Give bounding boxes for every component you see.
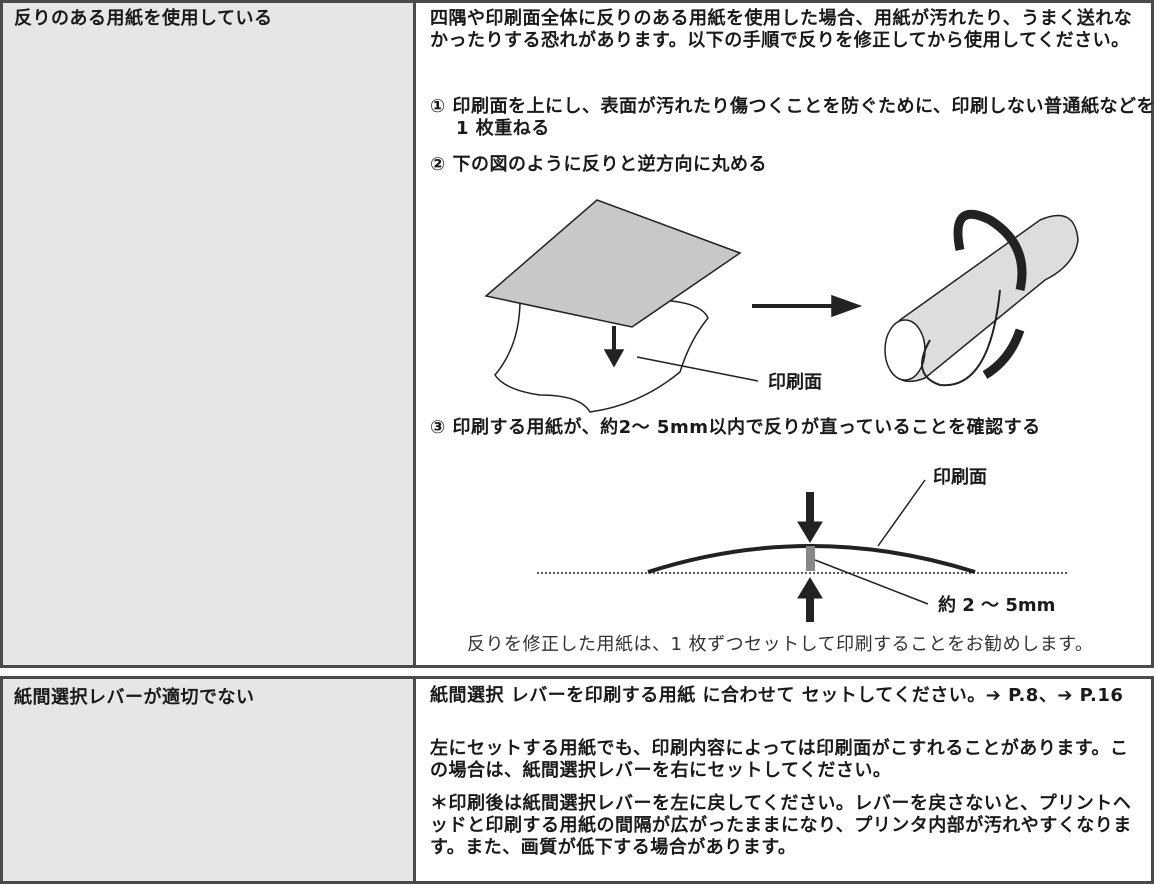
issue-cell [0,0,416,668]
figure-label: 約 2 ～ 5mm [938,594,1055,616]
note: 反りを修正した用紙は、1 枚ずつセットして印刷することをお勧めします。 [467,634,1094,655]
paragraph: 紙間選択 レバーを印刷する用紙 に合わせて セットしてください。➔ P.8、➔ … [430,685,1124,706]
content-cell [413,676,1154,884]
step: ① 印刷面を上にし、表面が汚れたり傷つくことを防ぐために、印刷しない普通紙などを… [430,96,1155,139]
issue: 反りのある用紙を使用している [14,8,273,29]
step: ② 下の図のように反りと逆方向に丸める [430,154,768,175]
figure-flat [537,479,1068,622]
figure-label: 印刷面 [933,467,987,488]
issue: 紙間選択レバーが適切でない [14,687,255,708]
intro: 四隅や印刷面全体に反りのある用紙を使用した場合、用紙が汚れたり、うまく送れなかっ… [430,8,1133,51]
issue-cell [0,676,416,884]
content-cell [413,0,1154,668]
figure-label: 印刷面 [768,372,822,393]
step: ③ 印刷する用紙が、約2～ 5mm以内で反りが直っていることを確認する [430,417,1041,438]
paragraph: ＊印刷後は紙間選択レバーを左に戻してください。レバーを戻さないと、プリントヘッド… [430,793,1132,858]
paragraph: 左にセットする用紙でも、印刷内容によっては印刷面がこすれることがあります。この場… [430,738,1129,781]
figure-curl [484,199,1079,413]
